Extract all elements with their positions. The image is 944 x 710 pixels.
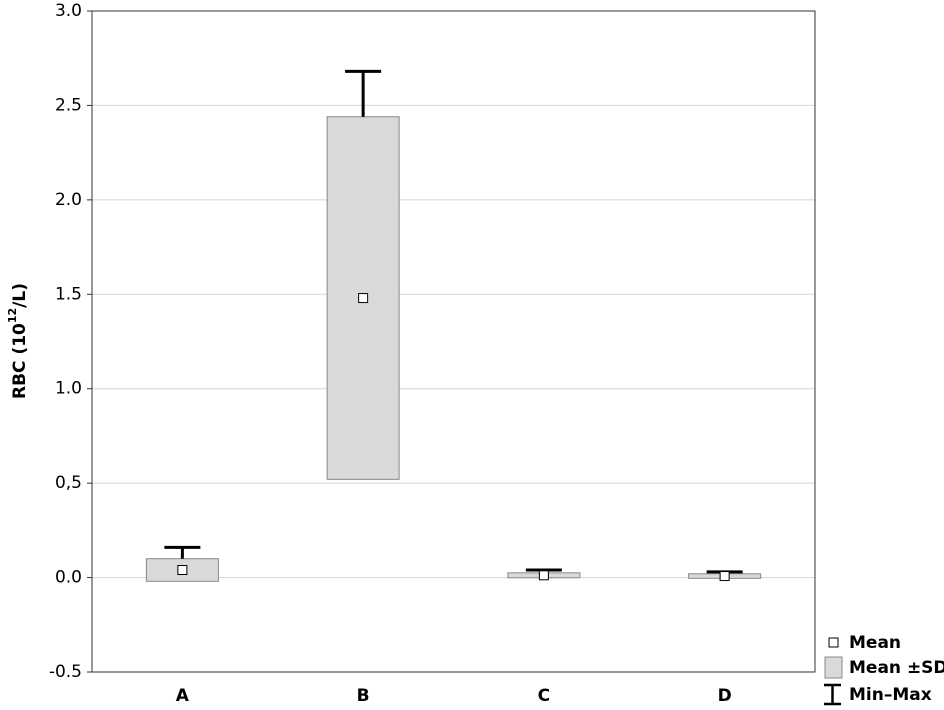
mean-marker xyxy=(719,571,730,582)
mean-marker xyxy=(538,570,549,581)
y-tick-label: 2.0 xyxy=(55,190,82,210)
legend-minmax-icon xyxy=(824,683,841,706)
y-label-tail: /L) xyxy=(10,283,30,308)
legend-sd-icon xyxy=(824,656,843,679)
y-tick-label: 2.5 xyxy=(55,95,82,115)
x-tick-label: C xyxy=(538,686,550,706)
y-tick-label: 0.0 xyxy=(55,568,82,588)
y-tick-label: 1.5 xyxy=(55,284,82,304)
plot-frame xyxy=(91,10,816,673)
y-tick-label: 3.0 xyxy=(55,1,82,21)
mean-marker xyxy=(358,293,369,304)
legend-mean-icon xyxy=(828,637,839,648)
y-axis-label: RBC (1012/L) xyxy=(6,283,30,399)
legend-label: Min–Max xyxy=(849,685,932,705)
y-label-sup: 12 xyxy=(6,308,19,323)
x-tick-label: A xyxy=(176,686,190,706)
x-tick-label: B xyxy=(357,686,370,706)
y-tick-label: 0,5 xyxy=(55,473,82,493)
x-tick-label: D xyxy=(718,686,732,706)
y-label-base: RBC (10 xyxy=(10,323,30,399)
mean-marker xyxy=(177,565,188,576)
legend-label: Mean xyxy=(849,633,901,653)
y-tick-label: 1.0 xyxy=(55,379,82,399)
y-tick-label: -0.5 xyxy=(49,662,82,682)
legend-label: Mean ±SD xyxy=(849,658,944,678)
